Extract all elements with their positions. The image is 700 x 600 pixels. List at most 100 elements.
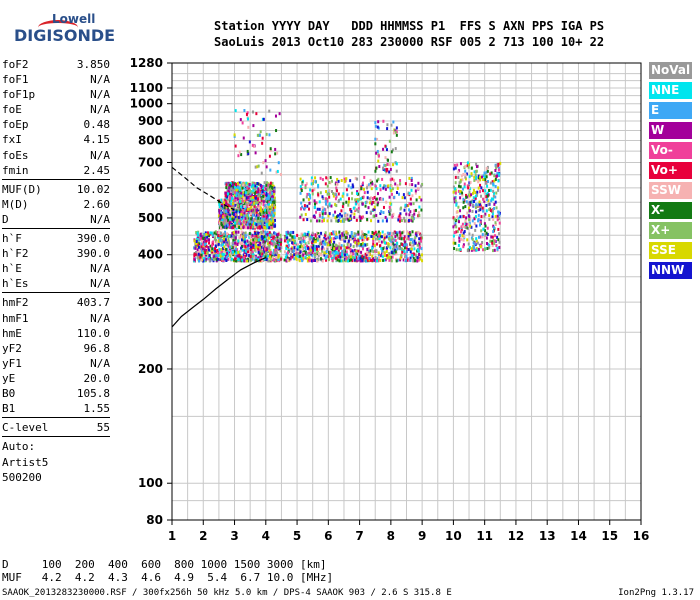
data-point — [231, 195, 234, 199]
data-point — [349, 250, 352, 254]
data-point — [309, 196, 312, 200]
data-point — [403, 246, 406, 250]
data-point — [265, 215, 268, 219]
data-point — [484, 233, 487, 237]
data-point — [396, 231, 399, 235]
data-point — [335, 195, 338, 199]
data-point — [221, 252, 224, 256]
data-point — [318, 207, 321, 211]
data-point — [344, 259, 347, 263]
data-point — [267, 242, 270, 246]
data-point — [494, 221, 497, 225]
data-point — [348, 197, 351, 201]
auto-line: Auto: — [2, 440, 36, 454]
data-point — [477, 186, 480, 190]
data-point — [336, 258, 339, 262]
data-point — [251, 254, 254, 258]
data-point — [258, 193, 261, 197]
data-point — [414, 236, 417, 240]
data-point — [473, 175, 476, 179]
data-point — [395, 133, 398, 137]
data-point — [405, 250, 408, 254]
data-point — [357, 192, 360, 196]
data-point — [290, 230, 293, 234]
data-point — [266, 246, 269, 250]
data-point — [357, 199, 360, 203]
data-point — [452, 225, 455, 229]
data-point — [487, 202, 490, 206]
data-point — [217, 254, 220, 258]
data-point — [334, 230, 337, 234]
data-point — [334, 251, 337, 255]
param-key: fmin — [2, 163, 29, 177]
data-point — [470, 225, 473, 229]
data-point — [265, 257, 268, 261]
data-point — [454, 166, 457, 170]
data-point — [202, 245, 205, 249]
data-point — [238, 253, 241, 257]
data-point — [379, 212, 382, 216]
data-point — [272, 248, 275, 252]
data-point — [497, 164, 500, 168]
data-point — [360, 187, 363, 191]
data-point — [279, 173, 282, 177]
data-point — [255, 234, 258, 238]
data-point — [269, 181, 272, 185]
data-point — [397, 192, 400, 196]
data-point — [199, 255, 202, 259]
data-point — [243, 211, 246, 215]
data-point — [390, 232, 393, 236]
data-point — [380, 235, 383, 239]
data-point — [238, 186, 241, 190]
data-point — [471, 237, 474, 241]
data-point — [416, 259, 419, 263]
data-point — [197, 252, 200, 256]
data-point — [379, 254, 382, 258]
data-point — [235, 188, 238, 192]
data-point — [457, 220, 460, 224]
param-key: yF2 — [2, 341, 22, 355]
data-point — [264, 237, 267, 241]
data-point — [352, 206, 355, 210]
data-point — [497, 227, 500, 231]
data-point — [249, 212, 252, 216]
data-point — [389, 178, 392, 182]
data-point — [256, 133, 259, 137]
data-point — [367, 253, 370, 257]
data-point — [292, 230, 295, 234]
data-point — [403, 251, 406, 255]
data-point — [235, 251, 238, 255]
data-point — [200, 245, 203, 249]
data-point — [470, 193, 473, 197]
data-point — [205, 249, 208, 253]
data-point — [238, 150, 241, 154]
data-point — [207, 246, 210, 250]
data-point — [475, 175, 478, 179]
data-point — [381, 249, 384, 253]
data-point — [274, 237, 277, 241]
data-point — [471, 191, 474, 195]
data-point — [338, 236, 341, 240]
data-point — [299, 177, 302, 181]
data-point — [394, 239, 397, 243]
param-key: h`F2 — [2, 247, 29, 261]
data-point — [483, 222, 486, 226]
data-point — [408, 176, 411, 180]
data-point — [353, 236, 356, 240]
data-point — [468, 215, 471, 219]
data-point — [314, 234, 317, 238]
data-point — [310, 182, 313, 186]
data-point — [314, 180, 317, 184]
data-point — [285, 253, 288, 257]
data-point — [196, 241, 199, 245]
legend-item-xminus: X- — [649, 202, 692, 219]
data-point — [260, 249, 263, 253]
data-point — [243, 249, 246, 253]
data-point — [370, 234, 373, 238]
data-point — [268, 133, 271, 137]
data-point — [349, 243, 352, 247]
data-point — [358, 188, 361, 192]
data-point — [332, 213, 335, 217]
param-value: 96.8 — [83, 341, 111, 355]
data-point — [485, 181, 488, 185]
